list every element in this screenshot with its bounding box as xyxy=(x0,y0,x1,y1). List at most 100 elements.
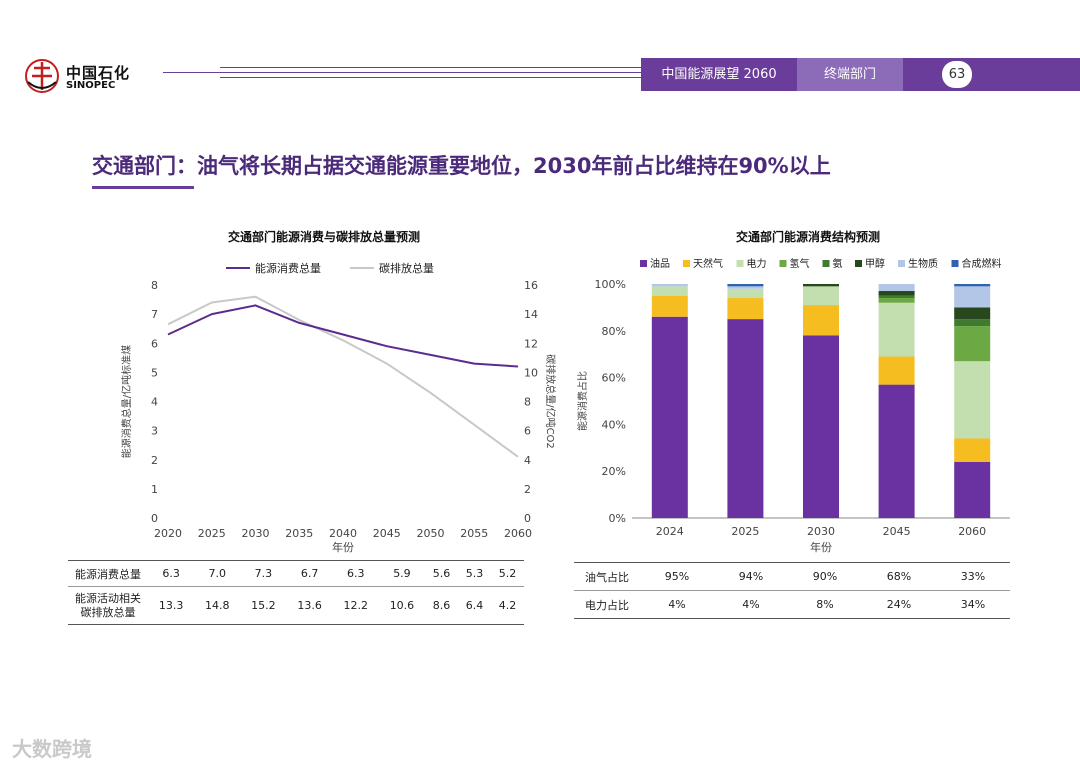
x-tick-label: 2055 xyxy=(460,527,488,540)
bar-segment xyxy=(954,284,991,287)
x-tick-label: 2050 xyxy=(417,527,445,540)
legend-label: 合成燃料 xyxy=(962,257,1002,270)
bar-segment xyxy=(651,284,688,287)
sinopec-logo-icon xyxy=(25,59,59,93)
y-tick-label: 4 xyxy=(151,396,158,409)
table-cell: 12.2 xyxy=(343,599,369,612)
table-cell: 8% xyxy=(816,598,834,611)
table-cell: 4.2 xyxy=(498,599,517,612)
row-label: 电力占比 xyxy=(585,598,629,612)
legend-swatch xyxy=(683,260,690,267)
y2-tick-label: 14 xyxy=(524,308,538,321)
row-label: 油气占比 xyxy=(585,570,629,584)
table-cell: 7.3 xyxy=(254,567,273,580)
legend-label: 甲醇 xyxy=(865,257,885,270)
legend-label-energy: 能源消费总量 xyxy=(255,261,321,275)
table-row: 油气占比 95% 94% 90% 68% 33% xyxy=(574,562,1010,591)
table-cell: 6.7 xyxy=(300,567,319,580)
bar-segment xyxy=(954,307,991,320)
x-tick-label: 2045 xyxy=(883,525,911,538)
table-cell: 90% xyxy=(812,570,838,583)
bar-chart-table: 油气占比 95% 94% 90% 68% 33% 电力占比 4% 4% 8% 2… xyxy=(574,562,1010,619)
table-cell: 13.6 xyxy=(297,599,322,612)
legend-swatch xyxy=(898,260,905,267)
y-tick-label: 20% xyxy=(602,465,626,478)
legend-label-carbon: 碳排放总量 xyxy=(379,261,434,275)
y-axis-label: 能源消费总量/亿吨标准煤 xyxy=(120,345,133,458)
table-cell: 95% xyxy=(664,570,690,583)
bar-segment xyxy=(803,284,839,287)
watermark: 大数跨境 xyxy=(12,737,92,761)
slide-title: 交通部门：油气将长期占据交通能源重要地位，2030年前占比维持在90%以上 xyxy=(92,154,831,178)
bar-segment xyxy=(651,316,688,518)
row-label-line: 碳排放总量 xyxy=(80,605,136,619)
line-chart-title: 交通部门能源消费与碳排放总量预测 xyxy=(228,230,421,244)
x-tick-label: 2030 xyxy=(807,525,835,538)
table-row: 能源消费总量 6.3 7.0 7.3 6.7 6.3 5.9 5.6 5.3 5… xyxy=(68,560,524,587)
y2-axis-label: 碳排放总量/亿吨CO2 xyxy=(544,354,557,449)
y-tick-label: 6 xyxy=(151,337,158,350)
header-line xyxy=(163,72,641,73)
bar-segment xyxy=(727,319,764,518)
bar-chart: 油品 天然气 电力 氢气 氨 甲醇 生物质 合成燃料 0% 20% 40% 60% 80% 100% 能源消… xyxy=(576,257,1010,554)
bar-segment xyxy=(803,286,839,306)
report-title: 中国能源展望 2060 xyxy=(661,67,777,82)
bar-segment xyxy=(878,356,915,385)
x-tick-label: 2040 xyxy=(329,527,357,540)
bar-segment xyxy=(651,286,688,296)
bar-segment xyxy=(954,326,991,362)
legend-label: 油品 xyxy=(650,257,670,270)
bar-segment xyxy=(878,284,915,292)
series-line-carbon xyxy=(167,295,519,458)
bar-segment xyxy=(954,319,991,327)
legend-label: 氢气 xyxy=(790,257,810,270)
table-cell: 14.8 xyxy=(205,599,230,612)
y-tick-label: 3 xyxy=(151,425,158,438)
bar-segment xyxy=(651,295,688,317)
series-line-energy xyxy=(167,304,519,368)
bar-segment xyxy=(803,335,839,518)
x-tick-label: 2035 xyxy=(285,527,313,540)
logo-cn-text: 中国石化 xyxy=(66,64,131,82)
bar-segment xyxy=(954,438,991,462)
legend-swatch xyxy=(822,260,830,267)
legend-swatch xyxy=(640,260,647,267)
table-cell: 13.3 xyxy=(158,599,184,612)
y-tick-label: 40% xyxy=(602,418,626,431)
x-tick-label: 2020 xyxy=(154,527,182,540)
table-cell: 68% xyxy=(886,570,912,583)
y2-tick-label: 2 xyxy=(524,483,531,496)
legend-swatch xyxy=(779,260,787,267)
y2-tick-label: 0 xyxy=(524,512,531,525)
row-label: 能源消费总量 xyxy=(75,567,141,581)
legend-swatch xyxy=(736,260,744,267)
bar-segment xyxy=(878,291,915,296)
y2-tick-label: 10 xyxy=(524,366,538,379)
table-cell: 10.6 xyxy=(389,599,415,612)
x-axis-label: 年份 xyxy=(332,540,354,554)
bar-segment xyxy=(878,302,915,357)
bar-segment xyxy=(878,298,915,303)
table-row: 能源活动相关 碳排放总量 13.3 14.8 15.2 13.6 12.2 10… xyxy=(68,587,524,625)
bar-segment xyxy=(727,286,764,289)
page-number: 63 xyxy=(942,61,972,88)
x-tick-label: 2025 xyxy=(198,527,226,540)
x-tick-label: 2030 xyxy=(242,527,270,540)
x-tick-label: 2025 xyxy=(731,525,759,538)
table-cell: 24% xyxy=(886,598,912,611)
y-tick-label: 5 xyxy=(151,366,158,379)
y2-tick-label: 6 xyxy=(524,425,531,438)
x-tick-label: 2024 xyxy=(656,525,684,538)
table-cell: 4% xyxy=(742,598,760,611)
table-cell: 33% xyxy=(960,570,986,583)
legend-label: 电力 xyxy=(747,257,767,270)
table-cell: 5.9 xyxy=(393,567,411,580)
legend-swatch xyxy=(951,260,959,267)
header-line xyxy=(220,67,641,68)
bar-segment xyxy=(954,286,991,308)
bar-segment xyxy=(727,298,764,320)
x-axis-label: 年份 xyxy=(810,540,832,554)
legend-label: 氨 xyxy=(833,257,843,270)
table-cell: 7.0 xyxy=(208,567,227,580)
y2-tick-label: 12 xyxy=(524,337,538,350)
